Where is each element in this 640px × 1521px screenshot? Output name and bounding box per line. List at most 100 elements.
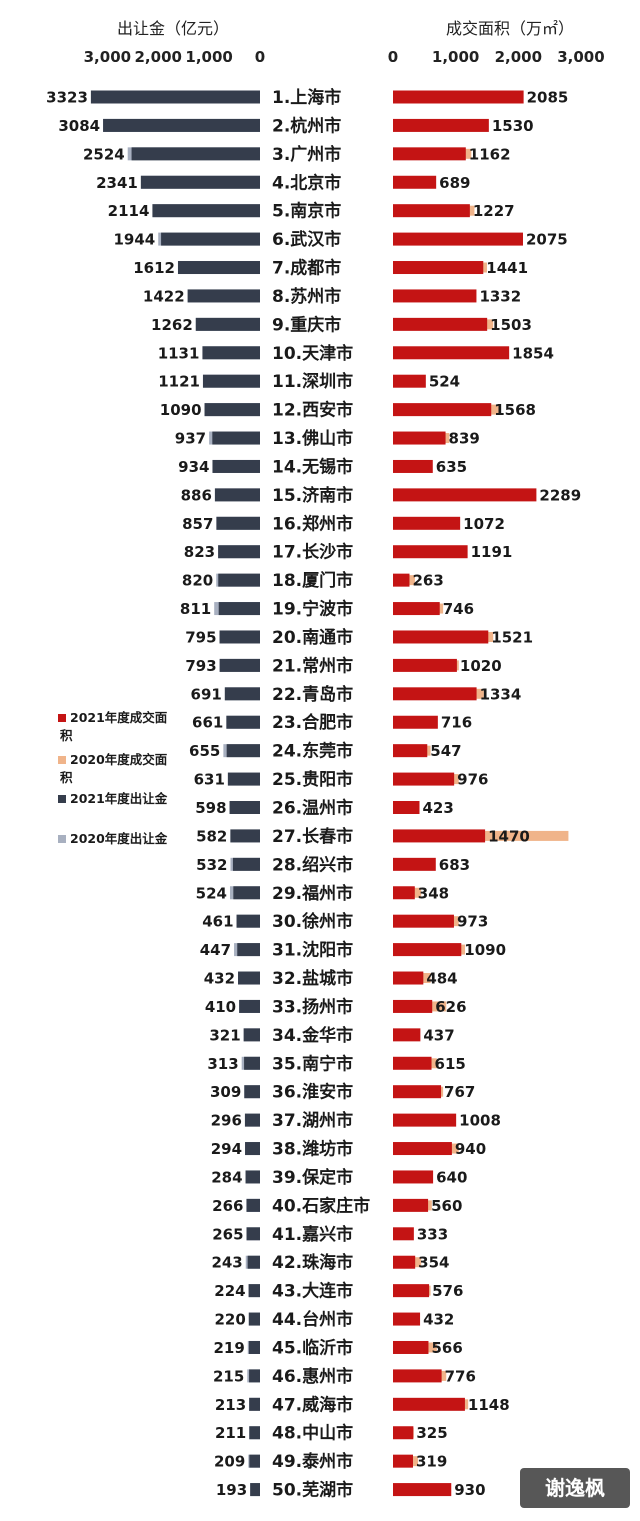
land-revenue-value-label: 886 [181, 486, 212, 504]
city-label: 10.天津市 [272, 343, 353, 364]
bar-2021-transaction-area [393, 147, 466, 161]
bar-2021-land-revenue [90, 90, 260, 104]
left-axis-ticks: 3,000 2,000 1,000 0 [84, 48, 266, 66]
land-revenue-value-label: 661 [192, 714, 223, 732]
right-axis-ticks: 0 1,000 2,000 3,000 [388, 48, 605, 66]
transaction-area-value-label: 1008 [459, 1112, 501, 1130]
transaction-area-value-label: 348 [418, 884, 449, 902]
bar-2021-transaction-area [393, 1284, 430, 1298]
left-tick-label: 0 [255, 48, 265, 66]
transaction-area-value-label: 689 [439, 174, 470, 192]
land-revenue-value-label: 294 [211, 1140, 242, 1158]
bar-2021-land-revenue [249, 1397, 260, 1411]
bar-2021-transaction-area [393, 488, 537, 502]
land-revenue-value-label: 461 [202, 913, 233, 931]
left-tick-label: 2,000 [135, 48, 182, 66]
transaction-area-value-label: 767 [444, 1083, 475, 1101]
legend-label: 2021年度出让金 [70, 791, 168, 806]
bar-2021-land-revenue [219, 658, 260, 672]
city-label: 17.长沙市 [272, 542, 353, 563]
land-revenue-value-label: 532 [196, 856, 227, 874]
bar-2021-land-revenue [249, 1426, 260, 1440]
city-label: 13.佛山市 [272, 428, 353, 449]
land-revenue-value-label: 3084 [58, 117, 100, 135]
land-revenue-value-label: 2524 [83, 145, 125, 163]
land-revenue-value-label: 582 [196, 827, 227, 845]
legend-swatch [58, 795, 66, 803]
bar-2021-transaction-area [393, 232, 523, 246]
land-revenue-value-label: 213 [215, 1396, 246, 1414]
bar-2021-land-revenue [238, 971, 260, 985]
city-label: 7.成都市 [272, 258, 341, 279]
bar-2021-transaction-area [393, 1255, 416, 1269]
city-label: 30.徐州市 [272, 911, 353, 932]
bar-2021-land-revenue [204, 403, 260, 417]
land-revenue-value-label: 823 [184, 543, 215, 561]
land-revenue-value-label: 1131 [158, 344, 200, 362]
bar-2021-transaction-area [393, 772, 455, 786]
transaction-area-value-label: 683 [439, 856, 470, 874]
city-label: 5.南京市 [272, 201, 341, 222]
bar-2021-land-revenue [103, 118, 260, 132]
land-revenue-value-label: 215 [213, 1367, 244, 1385]
bar-2021-transaction-area [393, 431, 446, 445]
watermark-box [520, 1468, 630, 1508]
transaction-area-value-label: 1072 [463, 515, 505, 533]
transaction-area-value-label: 626 [435, 998, 466, 1016]
transaction-area-value-label: 423 [422, 799, 453, 817]
transaction-area-value-label: 973 [457, 913, 488, 931]
transaction-area-value-label: 1148 [468, 1396, 510, 1414]
city-label: 34.金华市 [272, 1025, 353, 1046]
transaction-area-value-label: 576 [432, 1282, 463, 1300]
bar-2021-land-revenue [218, 573, 260, 587]
bar-2021-transaction-area [393, 687, 477, 701]
land-revenue-value-label: 410 [205, 998, 236, 1016]
bar-2021-transaction-area [393, 1227, 414, 1241]
transaction-area-value-label: 2289 [539, 486, 581, 504]
transaction-area-value-label: 2075 [526, 231, 568, 249]
transaction-area-value-label: 1503 [490, 316, 532, 334]
bar-2021-transaction-area [393, 1113, 457, 1127]
city-label: 3.广州市 [272, 144, 341, 165]
city-label: 22.青岛市 [272, 684, 353, 705]
bar-2021-transaction-area [393, 801, 420, 814]
bar-2021-land-revenue [195, 317, 260, 331]
land-revenue-value-label: 193 [216, 1481, 247, 1499]
bar-2021-transaction-area [393, 1142, 452, 1156]
city-label: 29.福州市 [272, 883, 353, 904]
transaction-area-value-label: 746 [443, 600, 474, 618]
transaction-area-value-label: 839 [449, 430, 480, 448]
bar-2021-transaction-area [393, 545, 468, 559]
city-label: 45.临沂市 [272, 1337, 353, 1358]
bar-2021-land-revenue [161, 232, 260, 246]
bar-2021-land-revenue [212, 431, 260, 445]
transaction-area-value-label: 1530 [492, 117, 534, 135]
transaction-area-value-label: 325 [416, 1424, 447, 1442]
bar-2021-land-revenue [226, 715, 260, 729]
city-label: 8.苏州市 [272, 286, 341, 307]
transaction-area-value-label: 432 [423, 1311, 454, 1329]
bar-2021-land-revenue [247, 1255, 260, 1269]
city-label: 14.无锡市 [272, 456, 353, 477]
bar-2021-land-revenue [216, 516, 260, 530]
transaction-area-value-label: 547 [430, 742, 461, 760]
land-revenue-value-label: 1944 [113, 231, 155, 249]
bar-2021-land-revenue [237, 943, 260, 957]
transaction-area-value-label: 1227 [473, 202, 515, 220]
transaction-area-value-label: 930 [454, 1481, 485, 1499]
bar-2021-land-revenue [202, 346, 260, 360]
city-label: 41.嘉兴市 [272, 1224, 353, 1245]
transaction-area-value-label: 319 [416, 1453, 447, 1471]
land-revenue-value-label: 598 [195, 799, 226, 817]
right-tick-label: 2,000 [495, 48, 542, 66]
land-revenue-value-label: 655 [189, 742, 220, 760]
city-label: 16.郑州市 [272, 513, 353, 534]
land-revenue-value-label: 1090 [160, 401, 202, 419]
bar-2021-land-revenue [245, 1142, 260, 1156]
transaction-area-value-label: 484 [426, 970, 457, 988]
legend-label: 2021年度成交面 [70, 710, 168, 725]
left-axis-title: 出让金（亿元） [117, 19, 229, 38]
legend-label-wrap: 积 [60, 728, 73, 743]
city-label: 26.温州市 [272, 798, 353, 819]
